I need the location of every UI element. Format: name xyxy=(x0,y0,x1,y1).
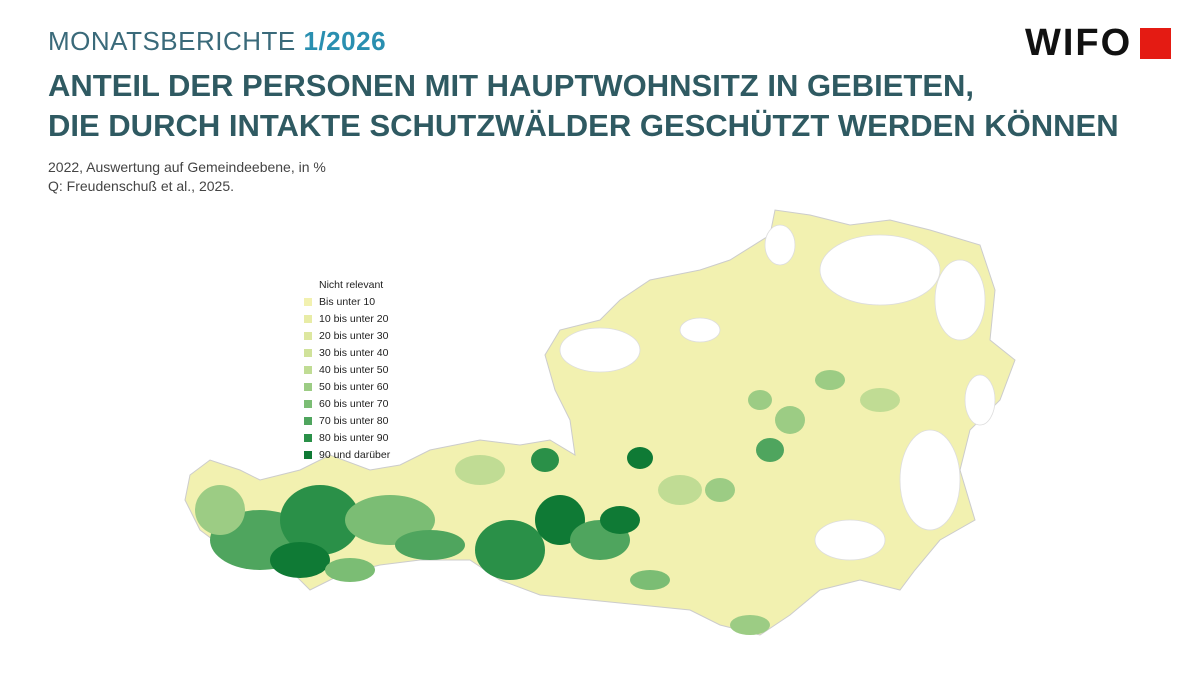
legend-label: 60 bis unter 70 xyxy=(319,398,389,410)
legend-label: 40 bis unter 50 xyxy=(319,364,389,376)
legend-swatch xyxy=(304,417,312,425)
legend-swatch xyxy=(304,451,312,459)
series-name: MONATSBERICHTE xyxy=(48,26,296,56)
legend-swatch xyxy=(304,434,312,442)
subtitle-line: 2022, Auswertung auf Gemeindeebene, in % xyxy=(48,159,326,175)
legend-swatch xyxy=(304,349,312,357)
legend-swatch xyxy=(304,400,312,408)
legend-swatch xyxy=(304,315,312,323)
shaded-areas xyxy=(195,370,900,635)
logo-square xyxy=(1140,28,1171,59)
title-line: ANTEIL DER PERSONEN MIT HAUPTWOHNSITZ IN… xyxy=(48,68,975,103)
legend-label: Bis unter 10 xyxy=(319,296,375,308)
not-relevant-areas xyxy=(559,224,996,561)
legend-label: Nicht relevant xyxy=(319,279,383,291)
series-heading: MONATSBERICHTE 1/2026 xyxy=(48,26,386,57)
legend-label: 30 bis unter 40 xyxy=(319,347,389,359)
legend-label: 80 bis unter 90 xyxy=(319,432,389,444)
legend-swatch xyxy=(304,366,312,374)
legend-label: 50 bis unter 60 xyxy=(319,381,389,393)
legend-swatch xyxy=(304,383,312,391)
logo: WIFO xyxy=(1025,22,1133,64)
legend-swatch xyxy=(304,281,312,289)
legend-label: 90 und darüber xyxy=(319,449,391,461)
legend-label: 10 bis unter 20 xyxy=(319,313,389,325)
legend-label: 20 bis unter 30 xyxy=(319,330,389,342)
legend-swatch xyxy=(304,298,312,306)
title: ANTEIL DER PERSONEN MIT HAUPTWOHNSITZ IN… xyxy=(48,66,1119,146)
subtitle: 2022, Auswertung auf Gemeindeebene, in %… xyxy=(48,158,326,196)
issue: 1/2026 xyxy=(303,26,387,56)
legend: Nicht relevant Bis unter 10 10 bis unter 2… xyxy=(304,279,391,461)
legend-label: 70 bis unter 80 xyxy=(319,415,389,427)
source: Q: Freudenschuß et al., 2025. xyxy=(48,178,234,194)
legend-swatch xyxy=(304,332,312,340)
title-line: DIE DURCH INTAKTE SCHUTZWÄLDER GESCHÜTZT… xyxy=(48,108,1119,143)
